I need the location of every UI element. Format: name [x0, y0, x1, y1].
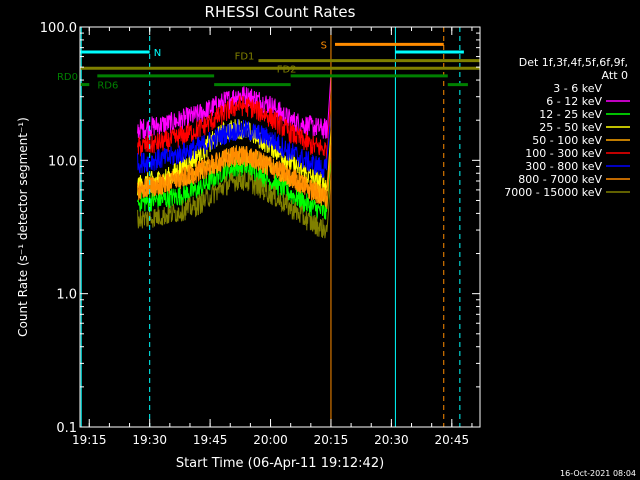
legend-header-line: Det 1f,3f,4f,5f,6f,9f,: [519, 56, 628, 69]
legend-label-800-7000-kev: 800 - 7000 keV: [518, 173, 602, 186]
legend-label-100-300-kev: 100 - 300 keV: [525, 147, 602, 160]
legend-label-7000-15000-kev: 7000 - 15000 keV: [504, 186, 602, 199]
vline-layer: [80, 27, 461, 427]
axis-layer: 19:15 19:30 19:45 20:00 20:15 20:30 20:45 0.1 1.…: [40, 21, 480, 447]
legend-label-50-100-kev: 50 - 100 keV: [532, 134, 602, 147]
series-line-100-300-kev: [137, 94, 332, 161]
x-tick-label: 19:30: [132, 433, 167, 447]
flag-label-fd1: FD1: [235, 52, 255, 63]
legend-header-line: Att 0: [602, 69, 628, 82]
series-line-7000-15000-kev: [137, 169, 332, 239]
flag-layer: N S FD1 FD2 RD0 RD6: [57, 40, 480, 92]
chart-title: RHESSI Count Rates: [205, 3, 356, 21]
x-tick-label: 20:30: [374, 433, 409, 447]
flag-label-fd2: FD2: [277, 64, 297, 75]
flag-label-n: N: [154, 48, 161, 59]
flag-label-rd6: RD6: [97, 81, 118, 92]
y-tick-label: 1.0: [56, 288, 77, 303]
y-axis-label: Count Rate (s⁻¹ detector segment⁻¹): [16, 117, 30, 337]
x-tick-label: 20:00: [253, 433, 288, 447]
flag-label-rd0: RD0: [57, 72, 78, 83]
series-line-12-25-kev: [137, 156, 332, 221]
x-axis-label: Start Time (06-Apr-11 19:12:42): [176, 456, 384, 471]
x-tick-label: 19:45: [193, 433, 228, 447]
legend-label-300-800-kev: 300 - 800 keV: [525, 160, 602, 173]
legend-label-6-12-kev: 6 - 12 keV: [546, 95, 602, 108]
y-tick-label: 100.0: [40, 21, 77, 36]
legend-label-25-50-kev: 25 - 50 keV: [539, 121, 602, 134]
y-tick-label: 0.1: [56, 421, 77, 436]
plot-frame: [79, 26, 481, 428]
series-line-800-7000-kev: [137, 142, 332, 209]
series-line-300-800-kev: [137, 114, 332, 178]
x-tick-label: 19:15: [72, 433, 107, 447]
x-tick-label: 20:45: [435, 433, 470, 447]
y-tick-label: 10.0: [48, 154, 77, 169]
legend-label-3-6-kev: 3 - 6 keV: [553, 82, 602, 95]
series-layer: [137, 74, 332, 239]
footer-timestamp: 16-Oct-2021 08:04: [560, 469, 636, 478]
legend-label-12-25-kev: 12 - 25 keV: [539, 108, 602, 121]
x-tick-label: 20:15: [314, 433, 349, 447]
flag-label-s: S: [321, 40, 327, 51]
